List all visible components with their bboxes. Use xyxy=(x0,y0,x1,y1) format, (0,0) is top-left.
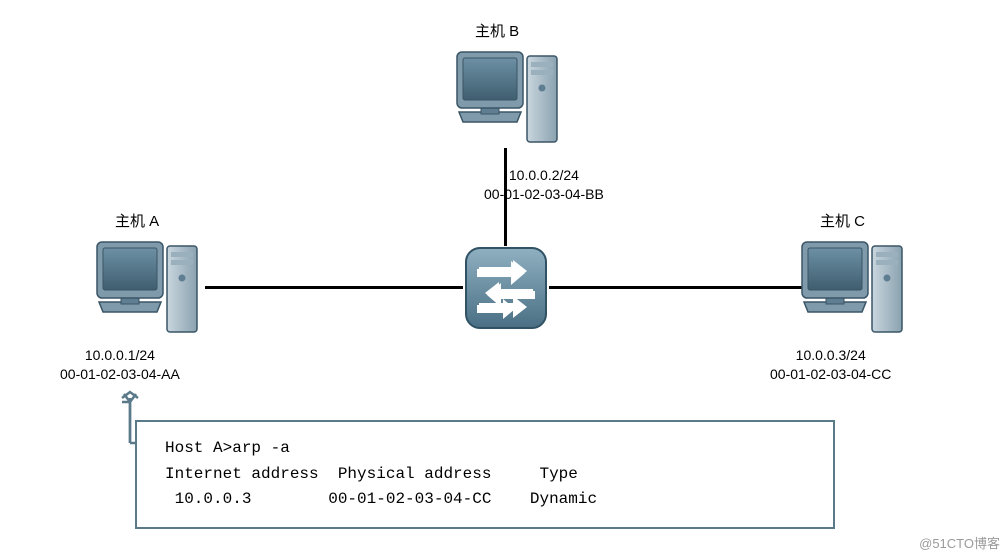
host-a-icon xyxy=(95,238,205,338)
host-b-mac: 00-01-02-03-04-BB xyxy=(484,186,604,202)
host-b-address: 10.0.0.2/24 00-01-02-03-04-BB xyxy=(484,166,604,204)
host-b-label: 主机 B xyxy=(475,20,519,41)
host-a-label: 主机 A xyxy=(115,210,159,231)
arp-output-callout: Host A>arp -a Internet address Physical … xyxy=(135,420,835,529)
host-c-address: 10.0.0.3/24 00-01-02-03-04-CC xyxy=(770,346,891,384)
watermark-text: @51CTO博客 xyxy=(919,533,1000,552)
host-b-ip: 10.0.0.2/24 xyxy=(509,167,579,183)
host-c-icon xyxy=(800,238,910,338)
switch-icon xyxy=(463,245,549,331)
host-c-mac: 00-01-02-03-04-CC xyxy=(770,366,891,382)
host-a-address: 10.0.0.1/24 00-01-02-03-04-AA xyxy=(60,346,180,384)
host-a-mac: 00-01-02-03-04-AA xyxy=(60,366,180,382)
link-a-switch xyxy=(205,286,463,289)
network-diagram: 主机 A 10.0.0.1/24 00-01-02-03-04 xyxy=(0,0,1006,556)
host-a-ip: 10.0.0.1/24 xyxy=(85,347,155,363)
host-b-icon xyxy=(455,48,565,148)
host-c-ip: 10.0.0.3/24 xyxy=(796,347,866,363)
host-c-label: 主机 C xyxy=(820,210,865,231)
link-switch-c xyxy=(549,286,803,289)
